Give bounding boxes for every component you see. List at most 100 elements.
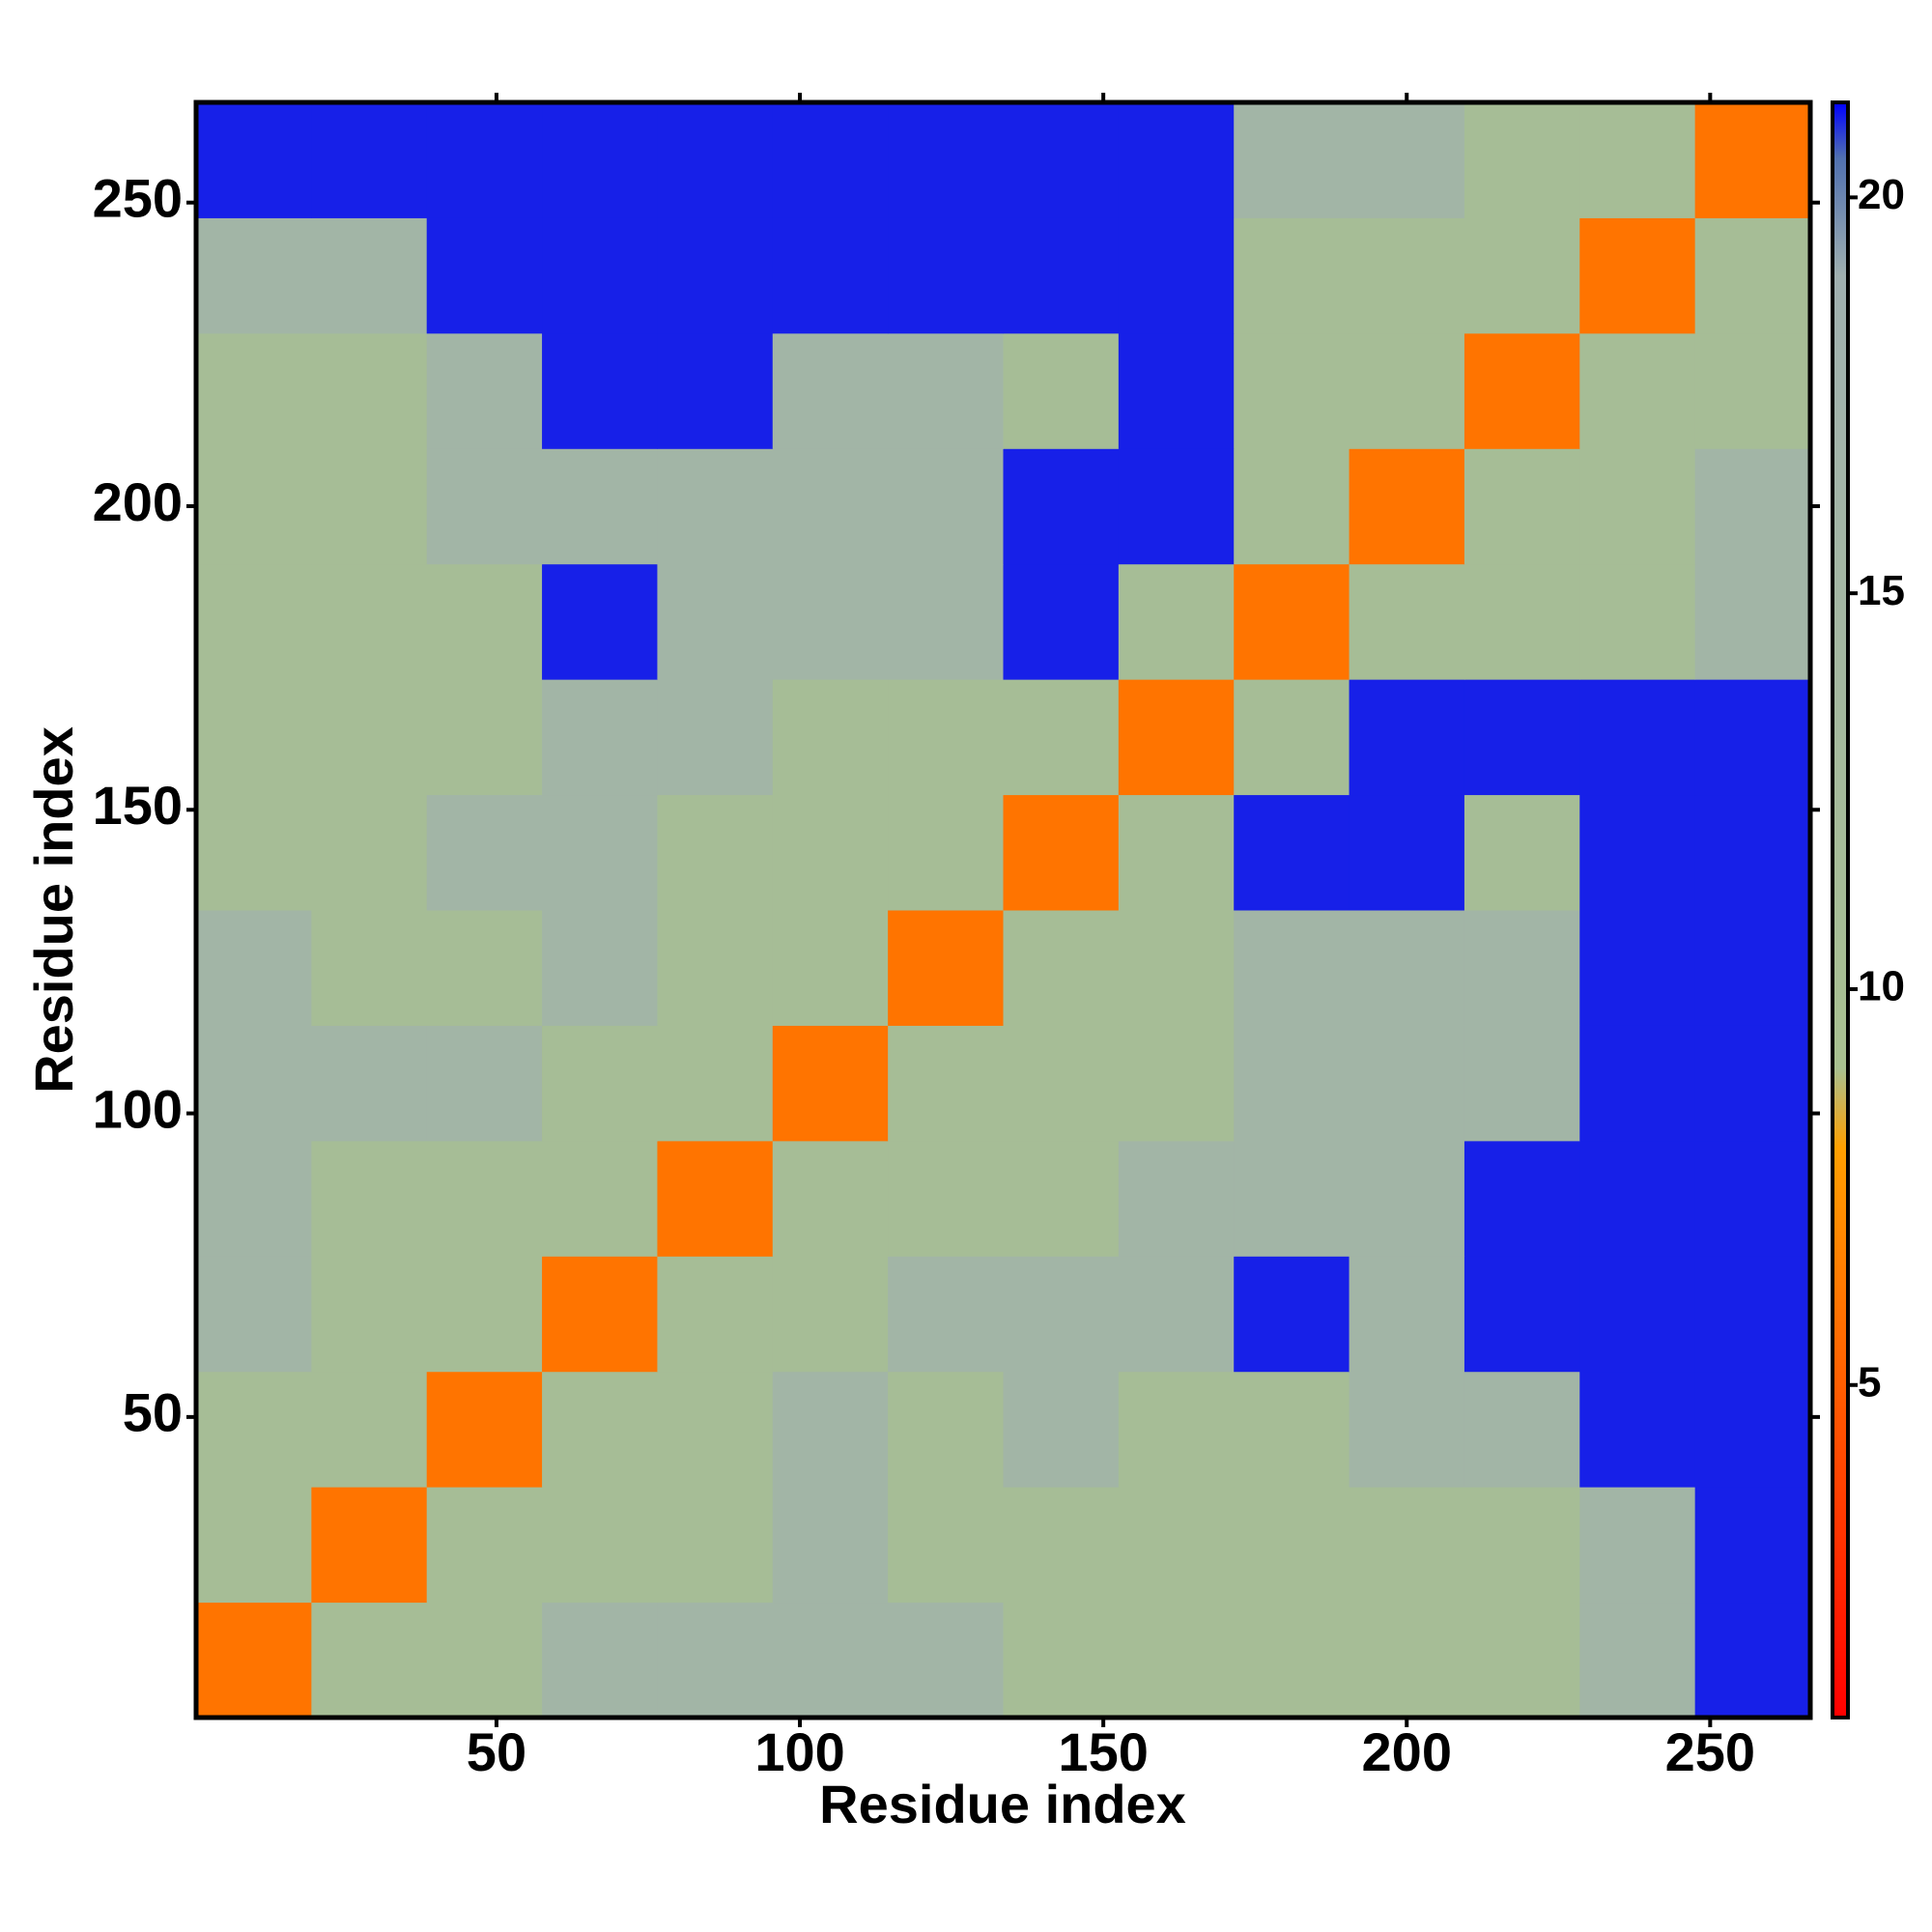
- heat-cell: [311, 1371, 428, 1488]
- heat-cell: [1349, 1602, 1465, 1719]
- heat-cell: [311, 102, 428, 218]
- heat-cell: [1234, 679, 1350, 796]
- heat-cell: [1694, 679, 1811, 796]
- heat-cell: [1579, 910, 1696, 1026]
- heat-cell: [657, 1025, 774, 1142]
- heat-cell: [772, 794, 889, 911]
- heat-cell: [1118, 217, 1235, 334]
- heat-cell: [542, 1602, 658, 1719]
- heat-cell: [1349, 679, 1465, 796]
- heat-cell: [311, 563, 428, 680]
- heat-cell: [1579, 1025, 1696, 1142]
- heat-cell: [1694, 217, 1811, 334]
- heat-cell: [888, 1487, 1004, 1604]
- heat-cell: [1694, 910, 1811, 1026]
- heat-cell: [542, 332, 658, 449]
- heat-cell: [426, 1487, 543, 1604]
- heat-cell: [1579, 1140, 1696, 1257]
- heat-cell: [772, 563, 889, 680]
- heat-cell: [196, 217, 312, 334]
- heat-cell: [1003, 102, 1120, 218]
- heat-cell: [1694, 1487, 1811, 1604]
- heat-cell: [1003, 1256, 1120, 1373]
- heat-cell: [542, 794, 658, 911]
- heat-cell: [311, 679, 428, 796]
- heat-cell: [196, 1256, 312, 1373]
- heat-cell: [888, 217, 1004, 334]
- heat-cell: [772, 679, 889, 796]
- x-tick-label: 50: [467, 1721, 526, 1782]
- heat-cell: [888, 679, 1004, 796]
- heat-cell: [1694, 1140, 1811, 1257]
- heat-cell: [1349, 1140, 1465, 1257]
- heat-cell: [1349, 332, 1465, 449]
- heat-cell: [772, 217, 889, 334]
- heat-cell: [196, 1140, 312, 1257]
- heat-cell: [196, 563, 312, 680]
- heat-cell: [542, 1371, 658, 1488]
- heat-cell: [657, 1256, 774, 1373]
- heat-cell: [1349, 563, 1465, 680]
- heat-cell: [657, 563, 774, 680]
- heat-cell: [1003, 1487, 1120, 1604]
- heat-cell: [426, 1371, 543, 1488]
- heat-cell: [1118, 102, 1235, 218]
- heat-cell: [888, 102, 1004, 218]
- heat-cell: [1579, 332, 1696, 449]
- heat-cell: [1463, 563, 1580, 680]
- heat-cell: [1234, 448, 1350, 565]
- heat-cell: [1118, 794, 1235, 911]
- heat-cell: [1579, 1256, 1696, 1373]
- x-tick-label: 200: [1362, 1721, 1452, 1782]
- heat-cell: [1579, 679, 1696, 796]
- heat-cell: [1118, 1487, 1235, 1604]
- heat-cell: [1463, 217, 1580, 334]
- heat-cell: [542, 448, 658, 565]
- y-tick-label: 100: [93, 1078, 183, 1139]
- heat-cell: [1003, 1025, 1120, 1142]
- heat-cell: [1234, 217, 1350, 334]
- heat-cell: [1003, 1602, 1120, 1719]
- heat-cell: [1694, 794, 1811, 911]
- heat-cell: [1463, 332, 1580, 449]
- heat-cell: [1463, 679, 1580, 796]
- heat-cell: [1463, 1256, 1580, 1373]
- heat-cell: [1234, 102, 1350, 218]
- heat-cell: [772, 1256, 889, 1373]
- colorbar-tick-label: 10: [1858, 963, 1905, 1010]
- heat-cell: [1003, 679, 1120, 796]
- heat-cell: [888, 448, 1004, 565]
- heat-cell: [1349, 448, 1465, 565]
- heat-cell: [196, 332, 312, 449]
- heat-cell: [542, 563, 658, 680]
- heat-cell: [426, 794, 543, 911]
- heat-cell: [1694, 1602, 1811, 1719]
- heat-cell: [657, 910, 774, 1026]
- y-axis-label: Residue index: [23, 726, 84, 1094]
- heat-cell: [888, 332, 1004, 449]
- heat-cell: [1234, 1256, 1350, 1373]
- heat-cell: [1579, 448, 1696, 565]
- x-tick-label: 100: [754, 1721, 844, 1782]
- heat-cell: [196, 794, 312, 911]
- heat-cell: [772, 1140, 889, 1257]
- heat-cell: [1349, 910, 1465, 1026]
- heat-cell: [888, 563, 1004, 680]
- colorbar-tick-label: 20: [1858, 171, 1905, 218]
- heat-cell: [426, 1140, 543, 1257]
- heat-cell: [1694, 448, 1811, 565]
- heat-cell: [542, 1256, 658, 1373]
- heat-cell: [1234, 794, 1350, 911]
- heat-cell: [196, 102, 312, 218]
- heat-cell: [1579, 1371, 1696, 1488]
- heat-cell: [311, 794, 428, 911]
- heat-cell: [657, 217, 774, 334]
- heat-cell: [1118, 563, 1235, 680]
- heat-cell: [311, 217, 428, 334]
- heat-cell: [1003, 563, 1120, 680]
- heat-cell: [657, 102, 774, 218]
- heat-cell: [657, 679, 774, 796]
- heat-cell: [311, 1487, 428, 1604]
- heat-cell: [1234, 910, 1350, 1026]
